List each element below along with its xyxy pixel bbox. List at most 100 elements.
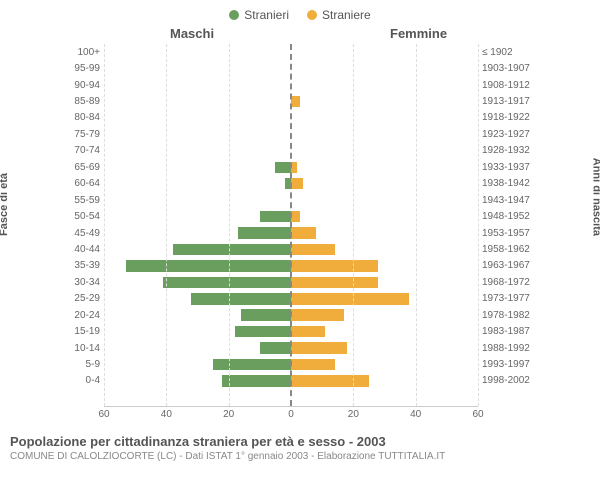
birth-label: 1928-1932	[478, 145, 538, 156]
bar-pair	[104, 126, 478, 142]
bar-male-slot	[104, 129, 291, 141]
legend-label-male: Stranieri	[244, 8, 289, 22]
bar-male	[163, 277, 291, 289]
bar-pair	[104, 44, 478, 60]
birth-label: 1973-1977	[478, 293, 538, 304]
bar-pair	[104, 274, 478, 290]
birth-label: ≤ 1902	[478, 47, 538, 58]
column-titles: Maschi Femmine	[0, 26, 600, 44]
x-tick-label: 40	[161, 409, 172, 420]
bar-pair	[104, 93, 478, 109]
bar-male-slot	[104, 342, 291, 354]
birth-label: 1968-1972	[478, 277, 538, 288]
bar-male-slot	[104, 359, 291, 371]
bar-male-slot	[104, 375, 291, 387]
bar-male-slot	[104, 46, 291, 58]
age-label: 75-79	[62, 129, 104, 140]
bar-female	[291, 178, 303, 190]
bar-female	[291, 211, 300, 223]
bar-female-slot	[291, 145, 478, 157]
table-row: 90-941908-1912	[62, 77, 538, 93]
bar-male-slot	[104, 309, 291, 321]
column-title-female: Femmine	[390, 26, 447, 41]
bar-female	[291, 227, 316, 239]
swatch-female	[307, 10, 317, 20]
x-tick-label: 40	[410, 409, 421, 420]
bar-pair	[104, 241, 478, 257]
birth-label: 1978-1982	[478, 310, 538, 321]
bar-male	[126, 260, 291, 272]
birth-label: 1938-1942	[478, 178, 538, 189]
age-label: 20-24	[62, 310, 104, 321]
y-axis-right-title: Anni di nascita	[590, 158, 600, 236]
bar-male	[213, 359, 291, 371]
bar-female-slot	[291, 227, 478, 239]
bar-female-slot	[291, 162, 478, 174]
bar-pair	[104, 208, 478, 224]
legend: Stranieri Straniere	[0, 8, 600, 22]
table-row: 60-64 1938-1942	[62, 176, 538, 192]
bar-male	[222, 375, 291, 387]
birth-label: 1953-1957	[478, 228, 538, 239]
birth-label: 1933-1937	[478, 162, 538, 173]
bar-female-slot	[291, 112, 478, 124]
swatch-male	[229, 10, 239, 20]
table-row: 25-29 1973-1977	[62, 291, 538, 307]
bar-male-slot	[104, 178, 291, 190]
birth-label: 1998-2002	[478, 375, 538, 386]
birth-label: 1923-1927	[478, 129, 538, 140]
birth-label: 1958-1962	[478, 244, 538, 255]
x-tick-label: 20	[223, 409, 234, 420]
bar-female-slot	[291, 244, 478, 256]
table-row: 40-441958-1962	[62, 241, 538, 257]
x-tick-label: 60	[98, 409, 109, 420]
x-tick-label: 60	[472, 409, 483, 420]
bar-female-slot	[291, 375, 478, 387]
table-row: 15-191983-1987	[62, 323, 538, 339]
birth-label: 1988-1992	[478, 343, 538, 354]
bar-male-slot	[104, 162, 291, 174]
bar-male-slot	[104, 96, 291, 108]
bar-female-slot	[291, 194, 478, 206]
bar-female-slot	[291, 211, 478, 223]
bar-male-slot	[104, 79, 291, 91]
bar-male-slot	[104, 326, 291, 338]
bar-pair	[104, 340, 478, 356]
bar-pair	[104, 110, 478, 126]
table-row: 30-341968-1972	[62, 274, 538, 290]
bar-female-slot	[291, 260, 478, 272]
bar-male-slot	[104, 244, 291, 256]
table-row: 20-24 1978-1982	[62, 307, 538, 323]
table-row: 65-69 1933-1937	[62, 159, 538, 175]
bar-male-slot	[104, 293, 291, 305]
birth-label: 1918-1922	[478, 112, 538, 123]
bar-male	[260, 211, 291, 223]
table-row: 100+≤ 1902	[62, 44, 538, 60]
age-label: 10-14	[62, 343, 104, 354]
age-label: 45-49	[62, 228, 104, 239]
bar-pair	[104, 356, 478, 372]
age-label: 65-69	[62, 162, 104, 173]
bar-female-slot	[291, 342, 478, 354]
table-row: 0-41998-2002	[62, 373, 538, 389]
age-label: 55-59	[62, 195, 104, 206]
column-title-male: Maschi	[170, 26, 214, 41]
table-row: 35-391963-1967	[62, 258, 538, 274]
table-row: 70-74 1928-1932	[62, 143, 538, 159]
table-row: 45-49 1953-1957	[62, 225, 538, 241]
bar-female	[291, 375, 369, 387]
bar-male-slot	[104, 277, 291, 289]
bar-male-slot	[104, 194, 291, 206]
birth-label: 1908-1912	[478, 80, 538, 91]
age-label: 60-64	[62, 178, 104, 189]
bar-male	[235, 326, 291, 338]
chart-container: Stranieri Straniere Maschi Femmine Fasce…	[0, 0, 600, 500]
bar-pair	[104, 143, 478, 159]
bar-pair	[104, 373, 478, 389]
age-label: 70-74	[62, 145, 104, 156]
age-label: 85-89	[62, 96, 104, 107]
age-label: 25-29	[62, 293, 104, 304]
birth-label: 1913-1917	[478, 96, 538, 107]
legend-label-female: Straniere	[322, 8, 371, 22]
birth-label: 1963-1967	[478, 260, 538, 271]
